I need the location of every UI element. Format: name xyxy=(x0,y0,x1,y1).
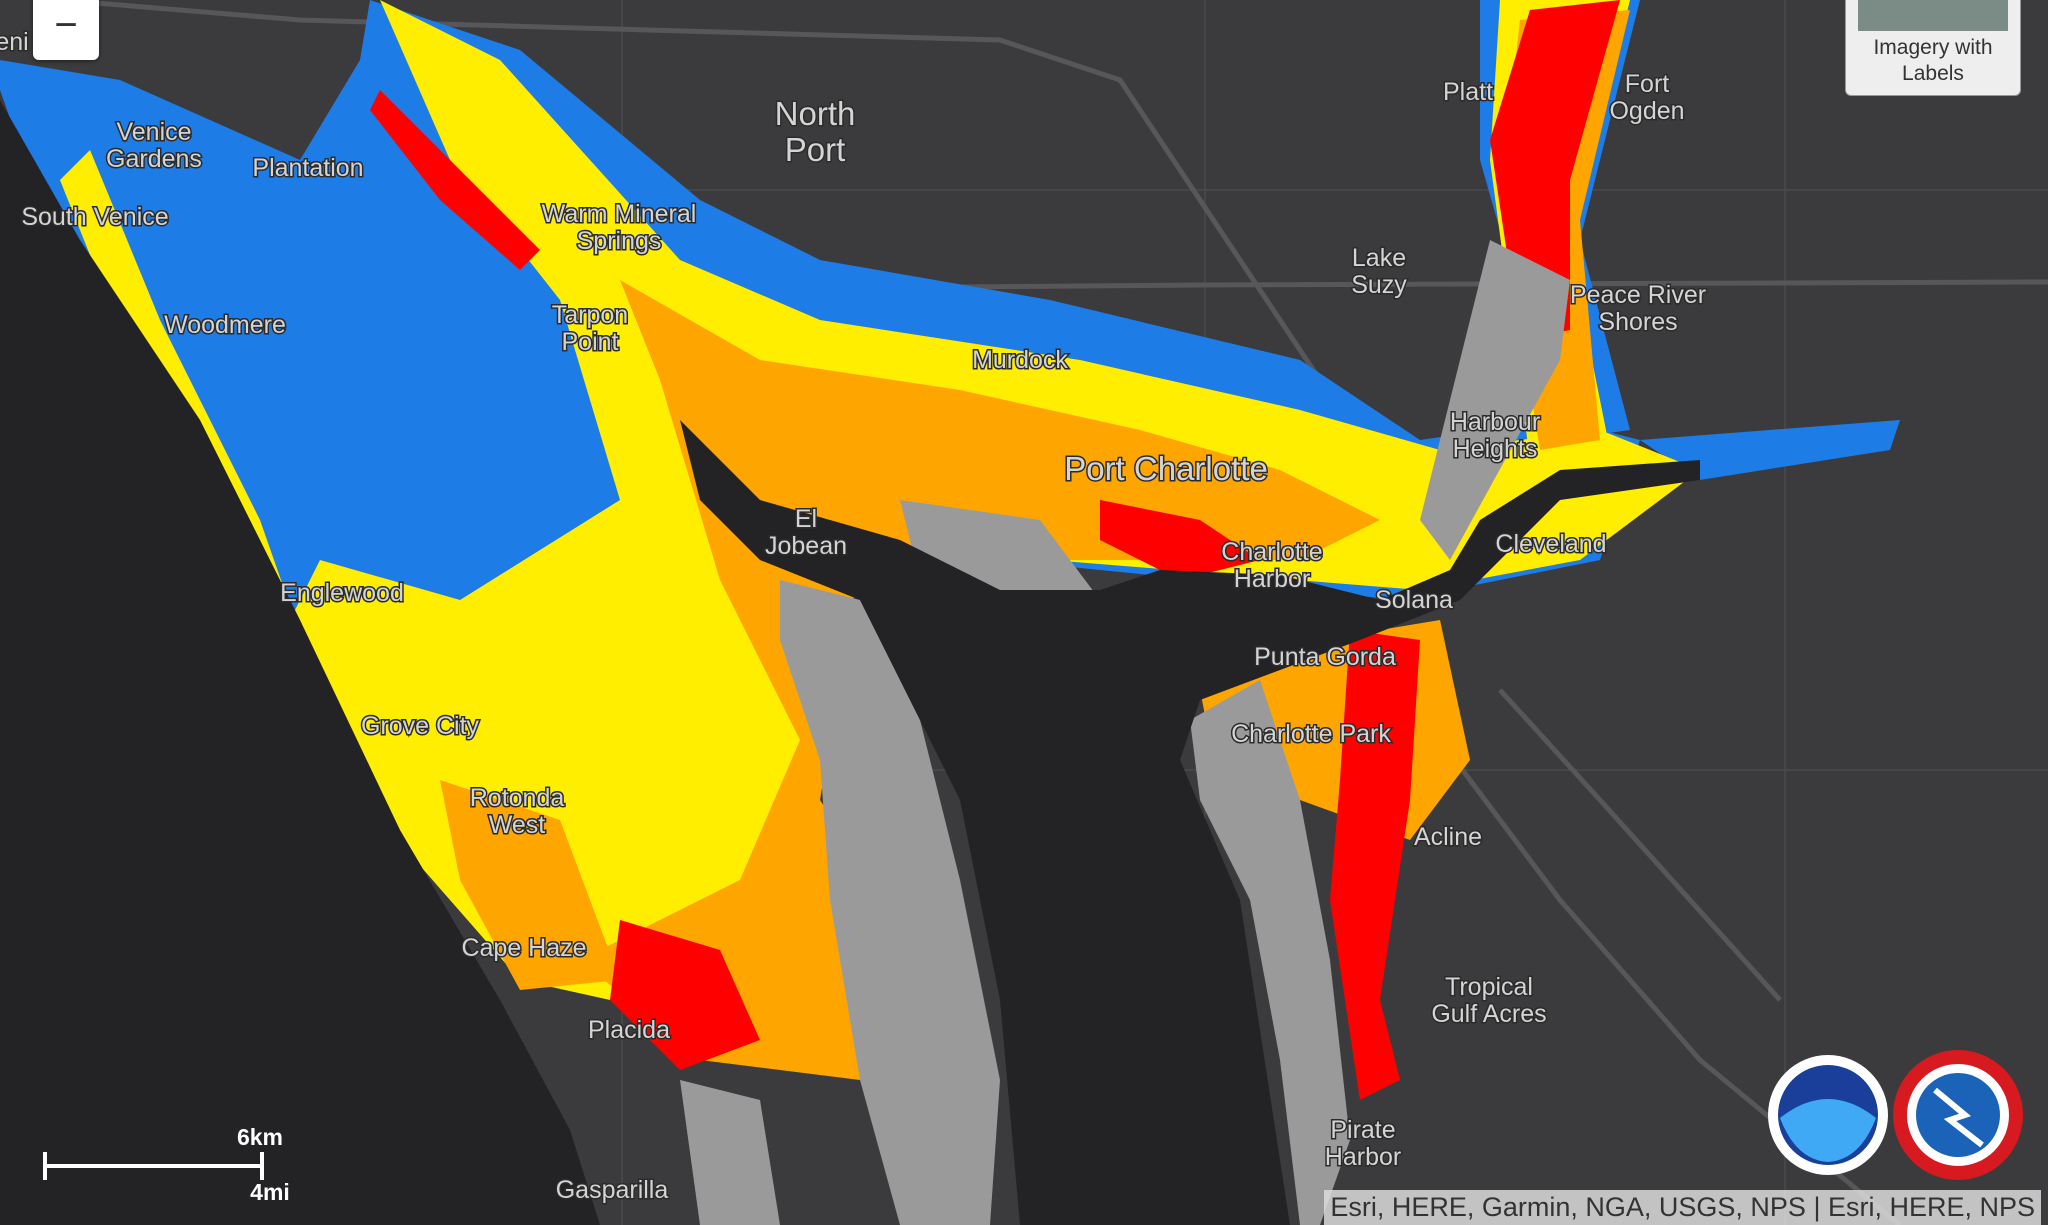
place-label-line: Plantation xyxy=(252,154,363,182)
place-label-line: Springs xyxy=(577,227,662,255)
place-label: Murdock xyxy=(972,346,1068,374)
place-label-line: Point xyxy=(562,328,619,356)
place-label-line: Tarpon xyxy=(552,301,628,329)
place-label-line: Cape Haze xyxy=(461,934,586,962)
place-label: Cleveland xyxy=(1495,530,1606,558)
place-label-line: Murdock xyxy=(972,346,1068,374)
scale-metric: 6km xyxy=(237,1124,283,1150)
basemap-thumbnail xyxy=(1858,0,2008,31)
place-label-line: Gardens xyxy=(106,145,202,173)
place-label: El Jobean xyxy=(765,505,847,560)
place-label-line: Englewood xyxy=(280,579,404,607)
place-label: Venice Gardens xyxy=(106,118,202,173)
place-label: Punta Gorda xyxy=(1254,643,1396,671)
place-label: Warm Mineral Springs xyxy=(542,200,697,255)
place-label: South Venice xyxy=(21,203,168,231)
place-label-line: Peace River xyxy=(1570,281,1706,309)
place-label-line: Pirate xyxy=(1330,1116,1395,1144)
scale-imperial: 4mi xyxy=(250,1179,290,1205)
place-label: Solana xyxy=(1375,586,1453,614)
noaa-logo xyxy=(1768,1055,1888,1175)
place-label: Tarpon Point xyxy=(552,301,628,356)
place-label-line: Harbor xyxy=(1234,565,1310,593)
place-label-line: Suzy xyxy=(1351,271,1407,299)
place-label: Tropical Gulf Acres xyxy=(1431,973,1546,1028)
place-label: Lake Suzy xyxy=(1351,244,1407,299)
place-label-line: Harbor xyxy=(1325,1143,1401,1171)
basemap-label: Imagery with Labels xyxy=(1873,36,1993,85)
place-label-line: Gulf Acres xyxy=(1431,1000,1546,1028)
place-label: Platt xyxy=(1443,78,1493,106)
zoom-out-button[interactable]: − xyxy=(33,0,99,60)
place-label-line: Gasparilla xyxy=(556,1176,669,1204)
place-label-line: Platt xyxy=(1443,78,1493,106)
place-label-line: Acline xyxy=(1414,823,1482,851)
place-label-line: Port xyxy=(785,131,846,168)
place-label: Placida xyxy=(588,1016,670,1044)
place-label-line: Heights xyxy=(1453,435,1538,463)
place-label-line: Ogden xyxy=(1609,97,1684,125)
place-label: Charlotte Park xyxy=(1231,720,1391,748)
place-label: Plantation xyxy=(252,154,363,182)
place-label-line: South Venice xyxy=(21,203,168,231)
place-label-line: Charlotte xyxy=(1221,538,1322,566)
place-label: Harbour Heights xyxy=(1450,408,1540,463)
place-label-line: Tropical xyxy=(1445,973,1533,1001)
place-label: Gasparilla xyxy=(556,1176,669,1204)
place-label-line: El xyxy=(795,505,817,533)
place-label: Woodmere xyxy=(164,311,286,339)
place-label-line: Warm Mineral xyxy=(542,200,697,228)
place-label-line: Rotonda xyxy=(470,784,565,812)
place-label: Peace River Shores xyxy=(1570,281,1706,336)
place-label-line: Venice xyxy=(116,118,191,146)
place-label-line: Charlotte Park xyxy=(1231,720,1391,748)
place-label: Fort Ogden xyxy=(1609,70,1684,125)
place-label-line: West xyxy=(489,811,546,839)
place-label-line: Woodmere xyxy=(164,311,286,339)
place-label: Englewood xyxy=(280,579,404,607)
place-label-line: Port Charlotte xyxy=(1064,450,1268,487)
place-labels: eni Venice Gardens Plantation South Venice No… xyxy=(0,27,1708,1206)
place-label-line: North xyxy=(775,95,856,132)
place-label: eni xyxy=(0,28,29,56)
place-label-line: Solana xyxy=(1375,586,1453,614)
water xyxy=(0,100,1700,1225)
place-label-line: Harbour xyxy=(1450,408,1540,436)
place-label-line: Shores xyxy=(1598,308,1677,336)
place-label-line: Punta Gorda xyxy=(1254,643,1396,671)
place-label: Rotonda West xyxy=(470,784,565,839)
place-label: Port Charlotte xyxy=(1064,450,1268,487)
place-label-line: Jobean xyxy=(765,532,847,560)
place-label-line: Fort xyxy=(1625,70,1670,98)
place-label-line: Placida xyxy=(588,1016,670,1044)
place-label: Charlotte Harbor xyxy=(1221,538,1322,593)
attribution: Esri, HERE, Garmin, NGA, USGS, NPS | Esr… xyxy=(1324,1190,2041,1225)
place-label: Acline xyxy=(1414,823,1482,851)
place-label-line: Cleveland xyxy=(1495,530,1606,558)
basemap-toggle[interactable]: Imagery with Labels xyxy=(1845,0,2021,96)
place-label: Pirate Harbor xyxy=(1325,1116,1401,1171)
place-label-line: Lake xyxy=(1352,244,1406,272)
place-label: Cape Haze xyxy=(461,934,586,962)
place-label-line: Grove City xyxy=(361,712,480,740)
place-label: North Port xyxy=(775,95,856,168)
place-label: Grove City xyxy=(361,712,480,740)
scale-bar xyxy=(43,1152,264,1180)
place-label-line: eni xyxy=(0,28,29,56)
nws-logo xyxy=(1893,1050,2023,1180)
